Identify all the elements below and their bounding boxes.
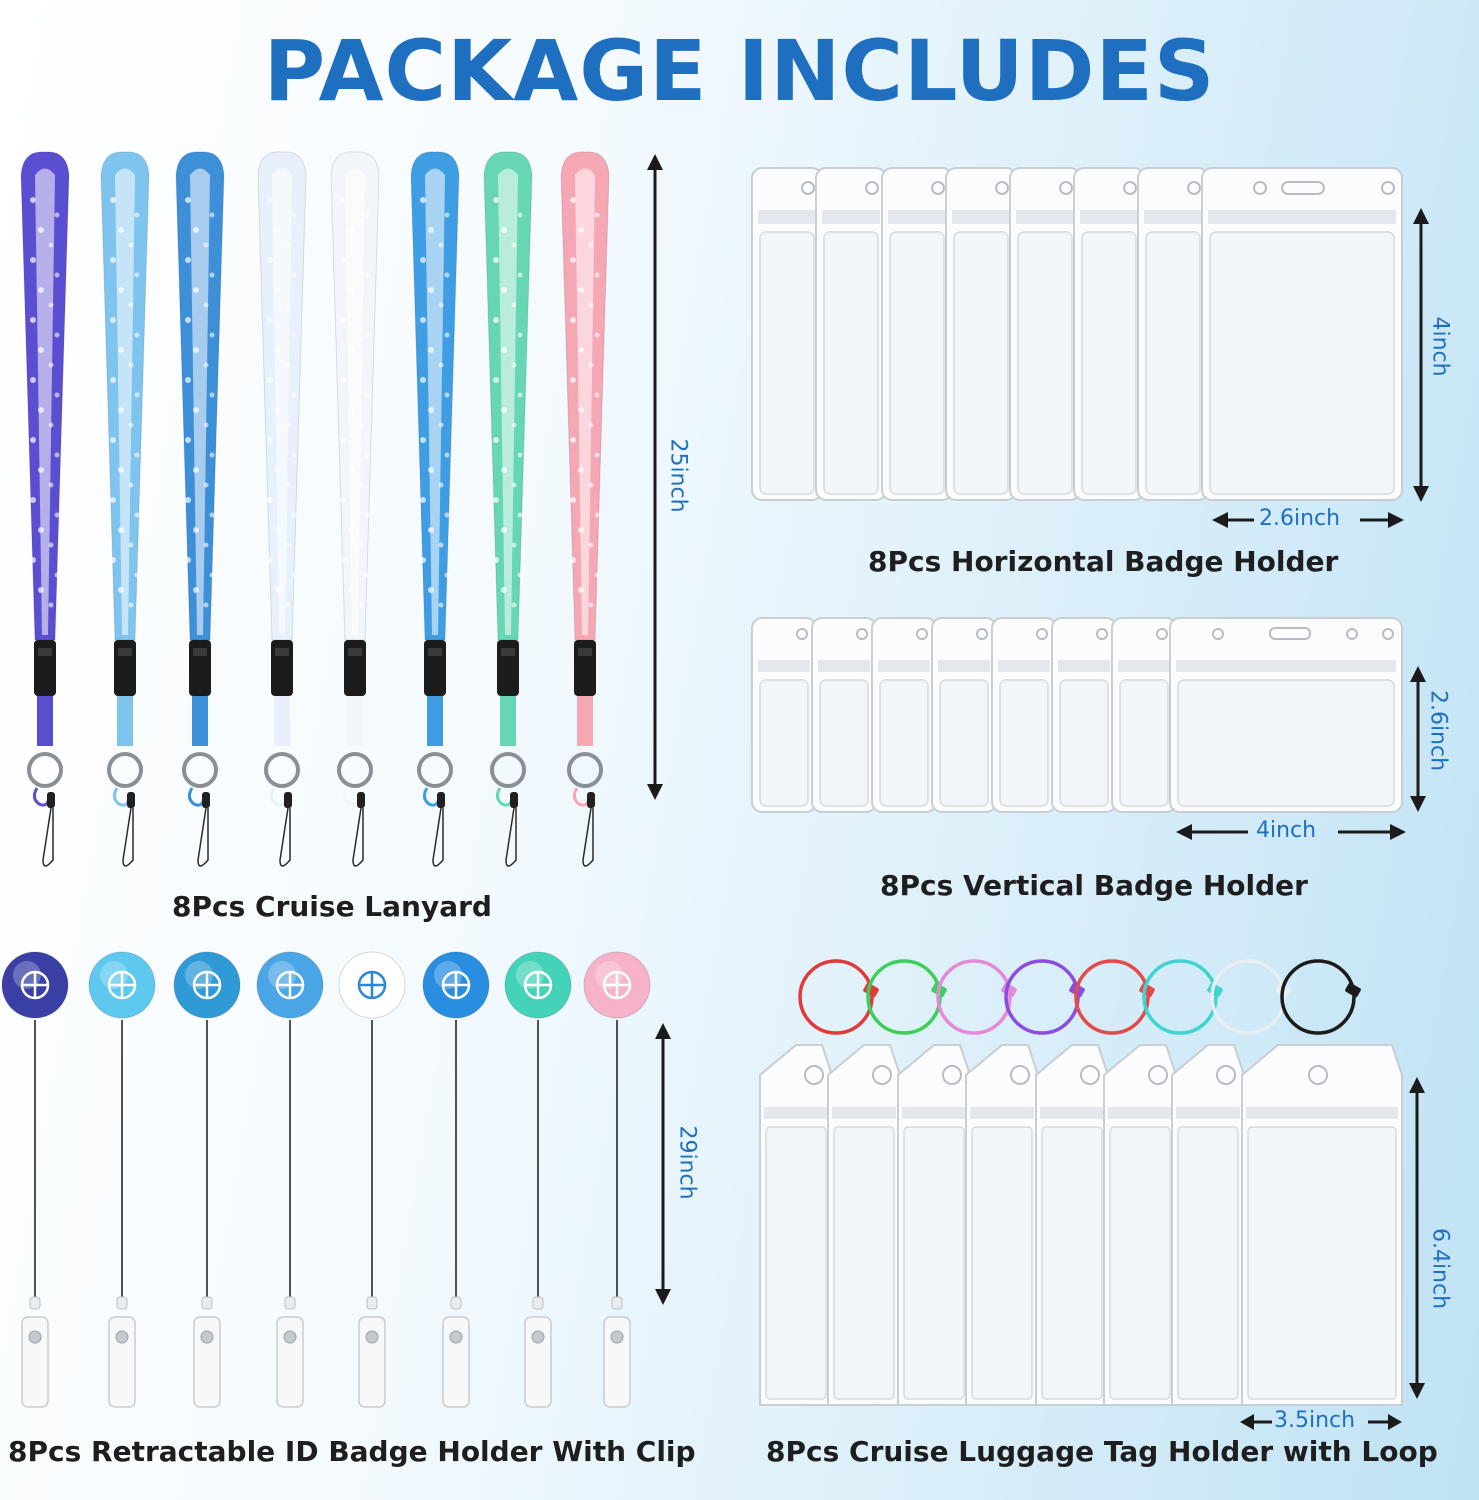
lanyard-dimension-arrow bbox=[647, 154, 663, 800]
retractable-badge-reel bbox=[583, 951, 651, 1408]
cruise-ship-icon bbox=[357, 970, 387, 1000]
dolphin-icon bbox=[275, 970, 305, 1000]
horizontal-height-label: 4inch bbox=[1427, 316, 1453, 377]
retractable-caption: 8Pcs Retractable ID Badge Holder With Cl… bbox=[8, 1435, 696, 1468]
vertical-badge-holder bbox=[1169, 617, 1403, 813]
lanyard bbox=[410, 151, 460, 867]
retractable-badge-reel bbox=[173, 951, 241, 1408]
lanyard bbox=[560, 151, 610, 867]
retractable-group bbox=[1, 951, 671, 1408]
vertical-badge-holder bbox=[811, 617, 877, 813]
luggage-width-arrowheads bbox=[1240, 1414, 1402, 1430]
luggage-width-label: 3.5inch bbox=[1274, 1408, 1356, 1433]
retractable-badge-reel bbox=[338, 951, 406, 1408]
luggage-height-arrow bbox=[1409, 1077, 1425, 1399]
turtle-outline-icon bbox=[192, 970, 222, 1000]
retractable-badge-reel bbox=[422, 951, 490, 1408]
vertical-height-arrow bbox=[1410, 666, 1426, 812]
luggage-height-label: 6.4inch bbox=[1427, 1227, 1453, 1310]
vertical-width-arrow bbox=[1176, 824, 1406, 840]
luggage-tag-holder bbox=[1171, 959, 1291, 1406]
horizontal-badge-holder bbox=[1137, 167, 1209, 501]
vertical-badge-holder bbox=[751, 617, 817, 813]
luggage-tag-holder bbox=[1103, 959, 1223, 1406]
horizontal-badge-holder bbox=[751, 167, 823, 501]
horizontal-badge-holder bbox=[945, 167, 1017, 501]
turtle-icon bbox=[107, 970, 137, 1000]
lanyard-caption: 8Pcs Cruise Lanyard bbox=[172, 890, 492, 923]
horizontal-badge-holder bbox=[1201, 167, 1403, 501]
lanyard bbox=[330, 151, 380, 867]
lanyard bbox=[483, 151, 533, 867]
ship-wheel-icon bbox=[441, 970, 471, 1000]
horizontal-badge-caption: 8Pcs Horizontal Badge Holder bbox=[868, 545, 1339, 578]
lanyard bbox=[100, 151, 150, 867]
retractable-dimension-arrow bbox=[655, 1023, 671, 1305]
vertical-badge-caption: 8Pcs Vertical Badge Holder bbox=[880, 869, 1308, 902]
vertical-badge-holder bbox=[1051, 617, 1117, 813]
anchor-icon bbox=[20, 970, 50, 1000]
horizontal-width-label: 2.6inch bbox=[1259, 506, 1341, 531]
luggage-tag-holder bbox=[827, 959, 947, 1406]
horizontal-badge-holder bbox=[881, 167, 953, 501]
luggage-caption: 8Pcs Cruise Luggage Tag Holder with Loop bbox=[766, 1435, 1438, 1468]
lanyard-dimension-label: 25inch bbox=[665, 438, 691, 513]
retractable-badge-reel bbox=[256, 951, 324, 1408]
vertical-height-label: 2.6inch bbox=[1425, 689, 1451, 772]
luggage-tag-holder bbox=[1035, 959, 1155, 1406]
luggage-tag-holder bbox=[965, 959, 1085, 1406]
lanyard bbox=[175, 151, 225, 867]
vertical-badge-group bbox=[751, 617, 1426, 840]
lanyard bbox=[257, 151, 307, 867]
lanyard bbox=[20, 151, 70, 867]
page-title: PACKAGE INCLUDES bbox=[263, 22, 1216, 120]
vertical-badge-holder bbox=[871, 617, 937, 813]
retractable-badge-reel bbox=[1, 951, 69, 1408]
horizontal-width-arrow bbox=[1212, 512, 1404, 528]
retractable-badge-reel bbox=[88, 951, 156, 1408]
horizontal-badge-holder bbox=[815, 167, 887, 501]
lanyard-group bbox=[20, 151, 663, 867]
vertical-width-label: 4inch bbox=[1256, 818, 1317, 843]
horizontal-badge-holder bbox=[1009, 167, 1081, 501]
sailboat-icon bbox=[523, 970, 553, 1000]
swimsuit-icon bbox=[602, 970, 632, 1000]
horizontal-badge-holder bbox=[1073, 167, 1145, 501]
retractable-badge-reel bbox=[504, 951, 572, 1408]
horizontal-height-arrow bbox=[1413, 208, 1429, 502]
luggage-tag-holder bbox=[1241, 959, 1403, 1406]
vertical-badge-holder bbox=[1111, 617, 1177, 813]
luggage-tag-holder bbox=[759, 959, 879, 1406]
vertical-badge-holder bbox=[931, 617, 997, 813]
retractable-dimension-label: 29inch bbox=[674, 1125, 700, 1200]
luggage-tag-holder bbox=[897, 959, 1017, 1406]
horizontal-badge-group bbox=[751, 167, 1429, 528]
luggage-group bbox=[759, 959, 1425, 1406]
vertical-badge-holder bbox=[991, 617, 1057, 813]
